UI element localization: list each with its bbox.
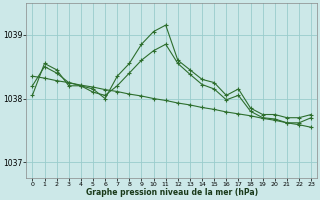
- X-axis label: Graphe pression niveau de la mer (hPa): Graphe pression niveau de la mer (hPa): [86, 188, 258, 197]
